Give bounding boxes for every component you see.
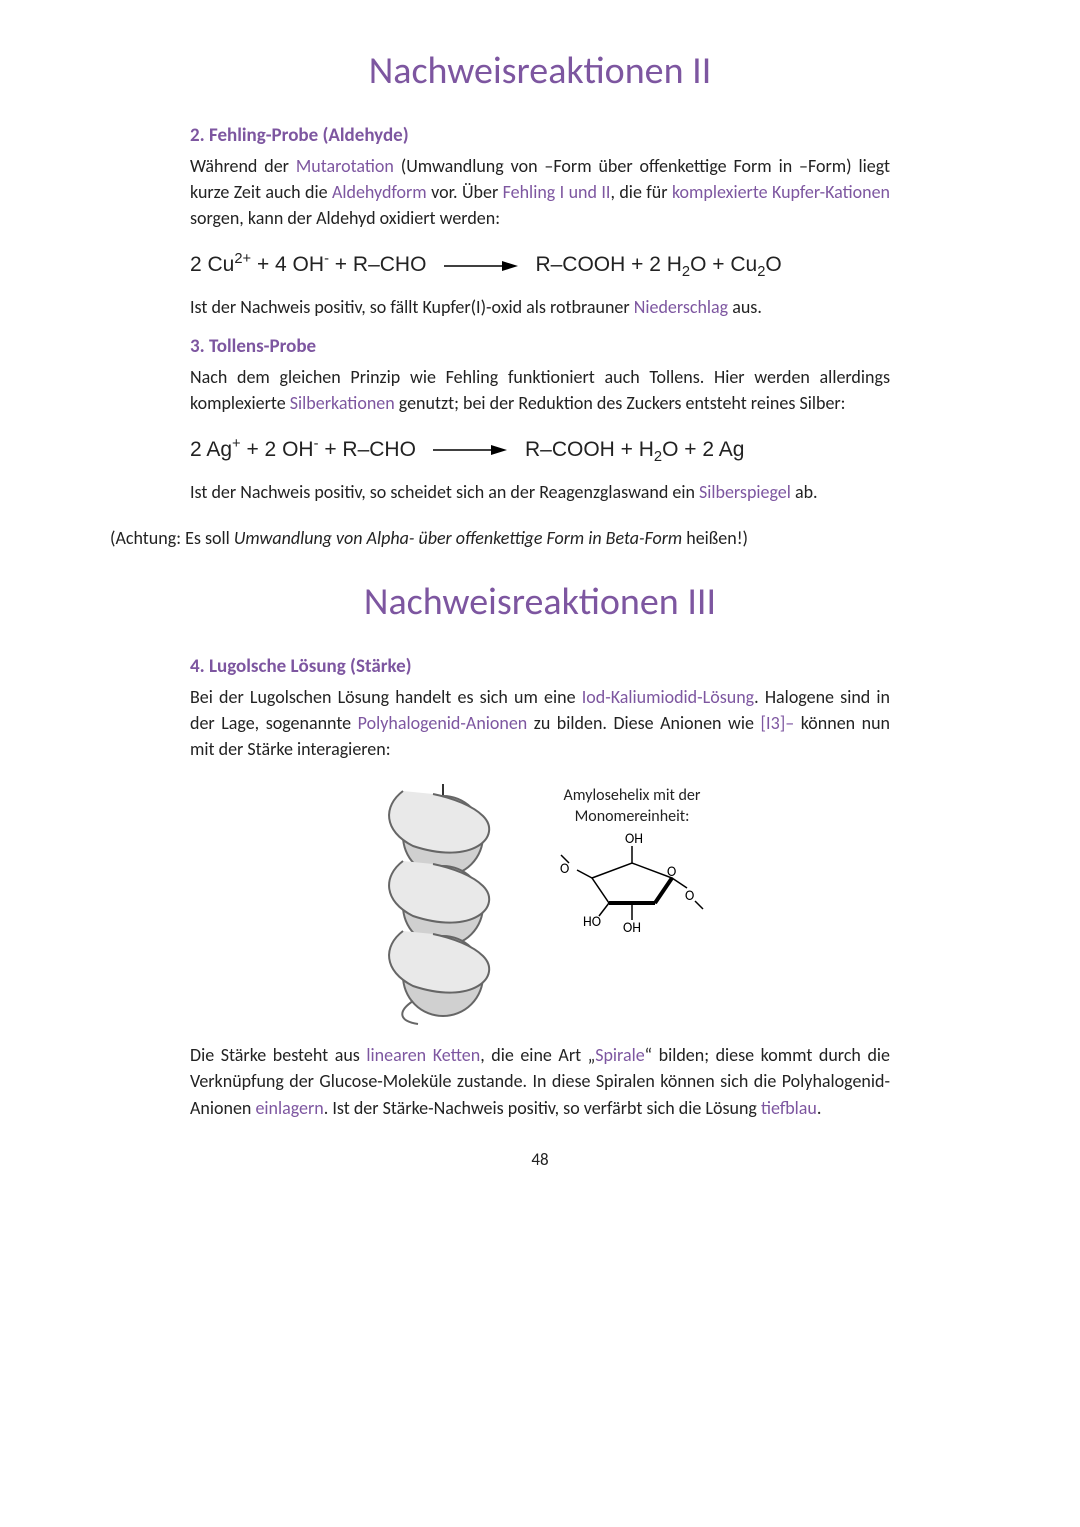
link-einlagern: einlagern [255,1097,323,1119]
link-mutarotation: Mutarotation [296,155,394,177]
heading-2: Nachweisreaktionen III [100,579,980,625]
lugol-para-1: Bei der Lugolschen Lösung handelt es sic… [100,684,980,762]
amylose-figure: I⁻ I⁻ I⁻ Amylosehelix mit der Monomerein… [100,776,980,1026]
link-niederschlag: Niederschlag [634,296,728,318]
link-spirale: Spirale [595,1044,644,1066]
link-silberspiegel: Silberspiegel [699,481,791,503]
page: Nachweisreaktionen II 2. Fehling-Probe (… [0,0,1080,1210]
link-aldehydform: Aldehydform [332,181,427,203]
link-tiefblau: tiefblau [761,1097,817,1119]
link-i3: [I3]– [761,712,795,734]
tollens-equation: 2 Ag+ + 2 OH- + R–CHO R–COOH + H2O + 2 A… [100,430,980,479]
figure-labels: Amylosehelix mit der Monomereinheit: OH … [547,776,717,944]
link-kupferkationen: komplexierte Kupfer-Kationen [672,181,890,203]
fehling-para-1: Während der Mutarotation (Umwandlung von… [100,153,980,231]
link-polyhalogenid: Polyhalogenid-Anionen [358,712,528,734]
tollens-para-2: Ist der Nachweis positiv, so scheidet si… [100,479,980,505]
svg-text:OH: OH [625,830,643,847]
svg-text:O: O [667,863,676,880]
fehling-equation: 2 Cu2+ + 4 OH- + R–CHO R–COOH + 2 H2O + … [100,245,980,294]
tollens-para-1: Nach dem gleichen Prinzip wie Fehling fu… [100,364,980,416]
arrow-icon [444,259,518,273]
fehling-para-2: Ist der Nachweis positiv, so fällt Kupfe… [100,294,980,320]
arrow-icon [433,443,507,457]
link-silberkationen: Silberkationen [290,392,395,414]
svg-text:O: O [685,887,694,904]
svg-text:HO: HO [583,913,601,930]
correction-note: (Achtung: Es soll Umwandlung von Alpha- … [100,527,980,549]
glucose-structure-icon: OH O O HO OH O [547,828,717,938]
page-number: 48 [100,1149,980,1170]
svg-text:OH: OH [623,919,641,936]
subheading-lugol: 4. Lugolsche Lösung (Stärke) [100,655,980,678]
lugol-para-2: Die Stärke besteht aus linearen Ketten, … [100,1042,980,1120]
link-lineare-ketten: linearen Ketten [366,1044,480,1066]
heading-1: Nachweisreaktionen II [100,48,980,94]
helix-diagram-icon: I⁻ I⁻ I⁻ [363,776,523,1026]
link-iod-kaliumiodid: Iod-Kaliumiodid-Lösung [582,686,754,708]
subheading-tollens: 3. Tollens-Probe [100,335,980,358]
link-fehling12: Fehling I und II [503,181,611,203]
subheading-fehling: 2. Fehling-Probe (Aldehyde) [100,124,980,147]
